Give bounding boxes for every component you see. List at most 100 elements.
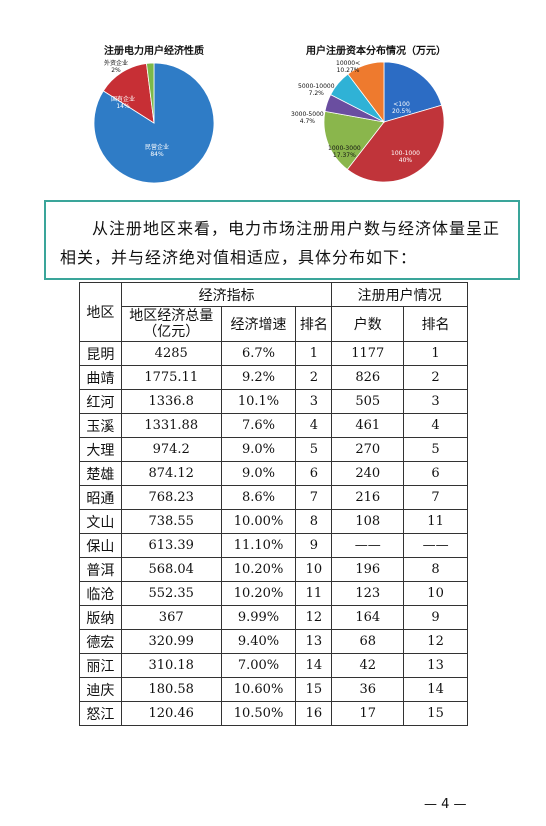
cell-growth: 10.1% <box>220 389 297 414</box>
cell-econ-rank: 11 <box>295 581 333 606</box>
table-row: 丽江 310.18 7.00% 14 42 13 <box>79 653 468 678</box>
right-pie-label-1000-3000: 1000-3000 17.37% <box>328 145 361 159</box>
cell-econ-rank: 13 <box>295 629 333 654</box>
cell-growth: 7.6% <box>220 413 297 438</box>
cell-econ-rank: 15 <box>295 677 333 702</box>
left-pie-chart <box>93 61 445 184</box>
page-number: — 4 — <box>424 797 467 812</box>
cell-user-rank: 9 <box>403 605 468 630</box>
left-chart-title: 注册电力用户经济性质 <box>104 46 204 57</box>
table-row: 曲靖 1775.11 9.2% 2 826 2 <box>79 365 468 390</box>
cell-users: 123 <box>331 581 405 606</box>
cell-gdp: 568.04 <box>120 557 222 582</box>
cell-user-rank: 10 <box>403 581 468 606</box>
cell-econ-rank: 14 <box>295 653 333 678</box>
cell-gdp: 1336.8 <box>120 389 222 414</box>
left-pie-label-private: 民营企业 84% <box>145 144 170 158</box>
cell-user-rank: 8 <box>403 557 468 582</box>
cell-gdp: 120.46 <box>120 701 222 726</box>
left-pie-slice-1 <box>102 63 155 124</box>
cell-gdp: 4285 <box>120 341 222 366</box>
left-pie-label-foreign: 外资企业 2% <box>104 60 129 74</box>
cell-region: 临沧 <box>79 581 122 606</box>
cell-growth: 9.0% <box>220 437 297 462</box>
cell-growth: 9.0% <box>220 461 297 486</box>
cell-gdp: 738.55 <box>120 509 222 534</box>
cell-econ-rank: 8 <box>295 509 333 534</box>
cell-users: 68 <box>331 629 405 654</box>
cell-region: 楚雄 <box>79 461 122 486</box>
cell-growth: 9.2% <box>220 365 297 390</box>
table-row: 版纳 367 9.99% 12 164 9 <box>79 605 468 630</box>
cell-user-rank: 5 <box>403 437 468 462</box>
cell-users: 505 <box>331 389 405 414</box>
cell-gdp: 310.18 <box>120 653 222 678</box>
cell-user-rank: 6 <box>403 461 468 486</box>
cell-gdp: 367 <box>120 605 222 630</box>
cell-region: 保山 <box>79 533 122 558</box>
cell-growth: 10.00% <box>220 509 297 534</box>
cell-growth: 10.60% <box>220 677 297 702</box>
cell-gdp: 1775.11 <box>120 365 222 390</box>
cell-user-rank: 14 <box>403 677 468 702</box>
cell-econ-rank: 12 <box>295 605 333 630</box>
cell-user-rank: 4 <box>403 413 468 438</box>
cell-region: 文山 <box>79 509 122 534</box>
left-pie-slice-2 <box>146 62 155 124</box>
header-econ-rank: 排名 <box>295 306 333 342</box>
cell-users: 270 <box>331 437 405 462</box>
cell-users: 42 <box>331 653 405 678</box>
cell-user-rank: —— <box>403 533 468 558</box>
cell-gdp: 1331.88 <box>120 413 222 438</box>
header-econ-group: 经济指标 <box>120 282 333 307</box>
cell-user-rank: 1 <box>403 341 468 366</box>
right-pie-label-100-1000: 100-1000 40% <box>391 150 420 164</box>
cell-users: 1177 <box>331 341 405 366</box>
cell-growth: 7.00% <box>220 653 297 678</box>
cell-region: 昆明 <box>79 341 122 366</box>
left-pie-label-state: 国有企业 14% <box>111 96 136 110</box>
cell-gdp: 613.39 <box>120 533 222 558</box>
right-pie-slice-5 <box>347 61 385 124</box>
cell-growth: 11.10% <box>220 533 297 558</box>
cell-users: —— <box>331 533 405 558</box>
cell-users: 36 <box>331 677 405 702</box>
table-row: 玉溪 1331.88 7.6% 4 461 4 <box>79 413 468 438</box>
cell-econ-rank: 2 <box>295 365 333 390</box>
table-row: 楚雄 874.12 9.0% 6 240 6 <box>79 461 468 486</box>
header-gdp: 地区经济总量（亿元） <box>120 306 222 342</box>
cell-growth: 10.20% <box>220 557 297 582</box>
callout-box: 从注册地区来看，电力市场注册用户数与经济体量呈正相关，并与经济绝对值相适应，具体… <box>44 200 520 280</box>
cell-gdp: 552.35 <box>120 581 222 606</box>
header-growth: 经济增速 <box>220 306 297 342</box>
right-pie-slice-1 <box>346 104 445 183</box>
right-pie-slice-0 <box>383 61 443 123</box>
cell-user-rank: 15 <box>403 701 468 726</box>
cell-growth: 9.40% <box>220 629 297 654</box>
cell-growth: 8.6% <box>220 485 297 510</box>
cell-region: 大理 <box>79 437 122 462</box>
cell-user-rank: 13 <box>403 653 468 678</box>
cell-econ-rank: 6 <box>295 461 333 486</box>
cell-users: 216 <box>331 485 405 510</box>
header-users: 户数 <box>331 306 405 342</box>
cell-econ-rank: 10 <box>295 557 333 582</box>
cell-region: 德宏 <box>79 629 122 654</box>
right-pie-label-5000-10000: 5000-10000 7.2% <box>298 83 335 97</box>
header-user-group: 注册用户情况 <box>331 282 468 307</box>
right-pie-label-gt10000: 10000< 10.27% <box>336 60 361 74</box>
table-row: 大理 974.2 9.0% 5 270 5 <box>79 437 468 462</box>
table-row: 临沧 552.35 10.20% 11 123 10 <box>79 581 468 606</box>
cell-econ-rank: 4 <box>295 413 333 438</box>
right-pie-label-lt100: <100 20.5% <box>392 101 412 115</box>
cell-region: 怒江 <box>79 701 122 726</box>
right-chart-title: 用户注册资本分布情况（万元） <box>306 46 446 57</box>
cell-users: 196 <box>331 557 405 582</box>
cell-region: 红河 <box>79 389 122 414</box>
cell-gdp: 974.2 <box>120 437 222 462</box>
cell-user-rank: 2 <box>403 365 468 390</box>
cell-econ-rank: 16 <box>295 701 333 726</box>
table-row: 昭通 768.23 8.6% 7 216 7 <box>79 485 468 510</box>
cell-region: 曲靖 <box>79 365 122 390</box>
cell-users: 164 <box>331 605 405 630</box>
